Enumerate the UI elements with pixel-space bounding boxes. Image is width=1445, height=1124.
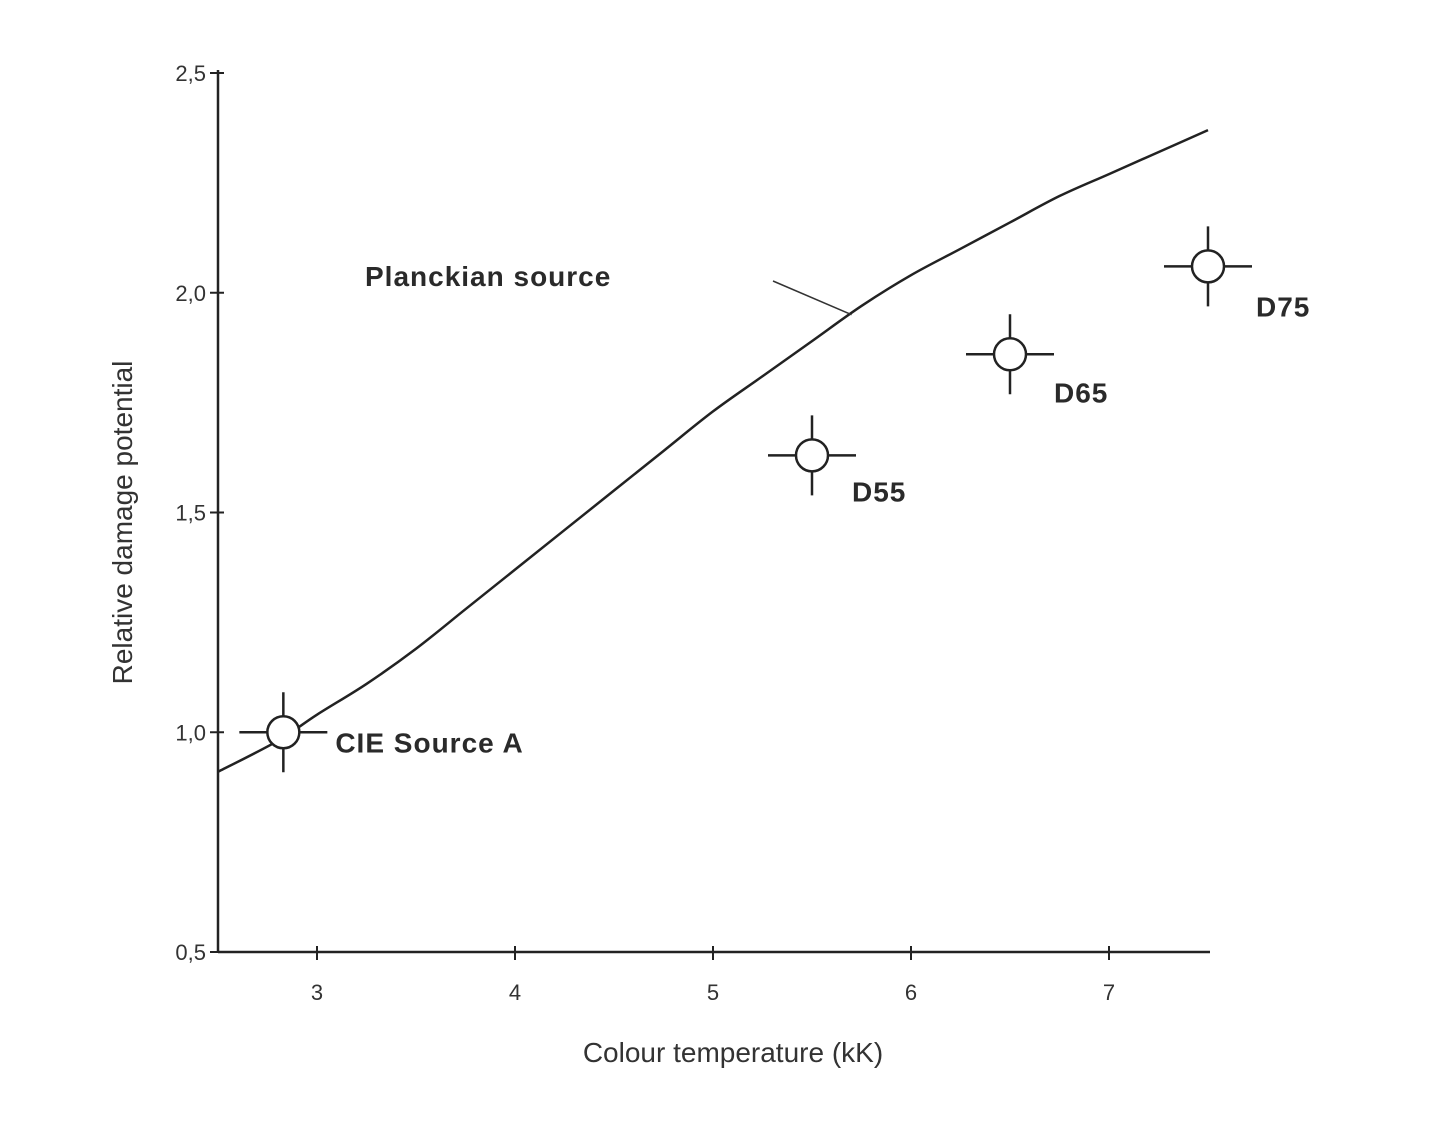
x-ticks: 3 4 5 6 7 — [311, 946, 1115, 1005]
data-point — [266, 715, 301, 750]
data-point-label: D65 — [1054, 377, 1108, 408]
data-point-group: D65 — [966, 314, 1108, 408]
planckian-curve-label: Planckian source — [365, 261, 611, 292]
data-point — [1190, 249, 1226, 284]
data-point-group: D75 — [1164, 226, 1310, 322]
data-points: CIE Source A D55 D65 D75 — [239, 226, 1310, 773]
planckian-leader-line — [772, 280, 852, 316]
data-point — [794, 438, 830, 473]
x-tick-label: 6 — [905, 980, 917, 1005]
y-tick-label: 0,5 — [175, 940, 206, 965]
y-tick-label: 2,5 — [175, 61, 206, 86]
data-point-label: D55 — [852, 476, 906, 507]
planckian-curve-group: Planckian source — [217, 128, 1209, 773]
data-point-label: CIE Source A — [335, 727, 523, 758]
y-tick-label: 2,0 — [175, 281, 206, 306]
data-point-group: D55 — [768, 415, 906, 507]
data-point-label: D75 — [1256, 291, 1310, 322]
y-ticks: 0,5 1,0 1,5 2,0 2,5 — [175, 61, 224, 965]
axes — [216, 70, 1210, 954]
x-tick-label: 4 — [509, 980, 521, 1005]
y-tick-label: 1,0 — [175, 720, 206, 745]
planckian-curve — [217, 128, 1209, 773]
x-tick-label: 5 — [707, 980, 719, 1005]
y-axis-label: Relative damage potential — [107, 361, 138, 685]
x-tick-label: 7 — [1103, 980, 1115, 1005]
data-point — [992, 337, 1028, 372]
data-point-group: CIE Source A — [239, 692, 523, 773]
x-axis-label: Colour temperature (kK) — [583, 1037, 883, 1068]
y-tick-label: 1,5 — [175, 501, 206, 526]
x-tick-label: 3 — [311, 980, 323, 1005]
